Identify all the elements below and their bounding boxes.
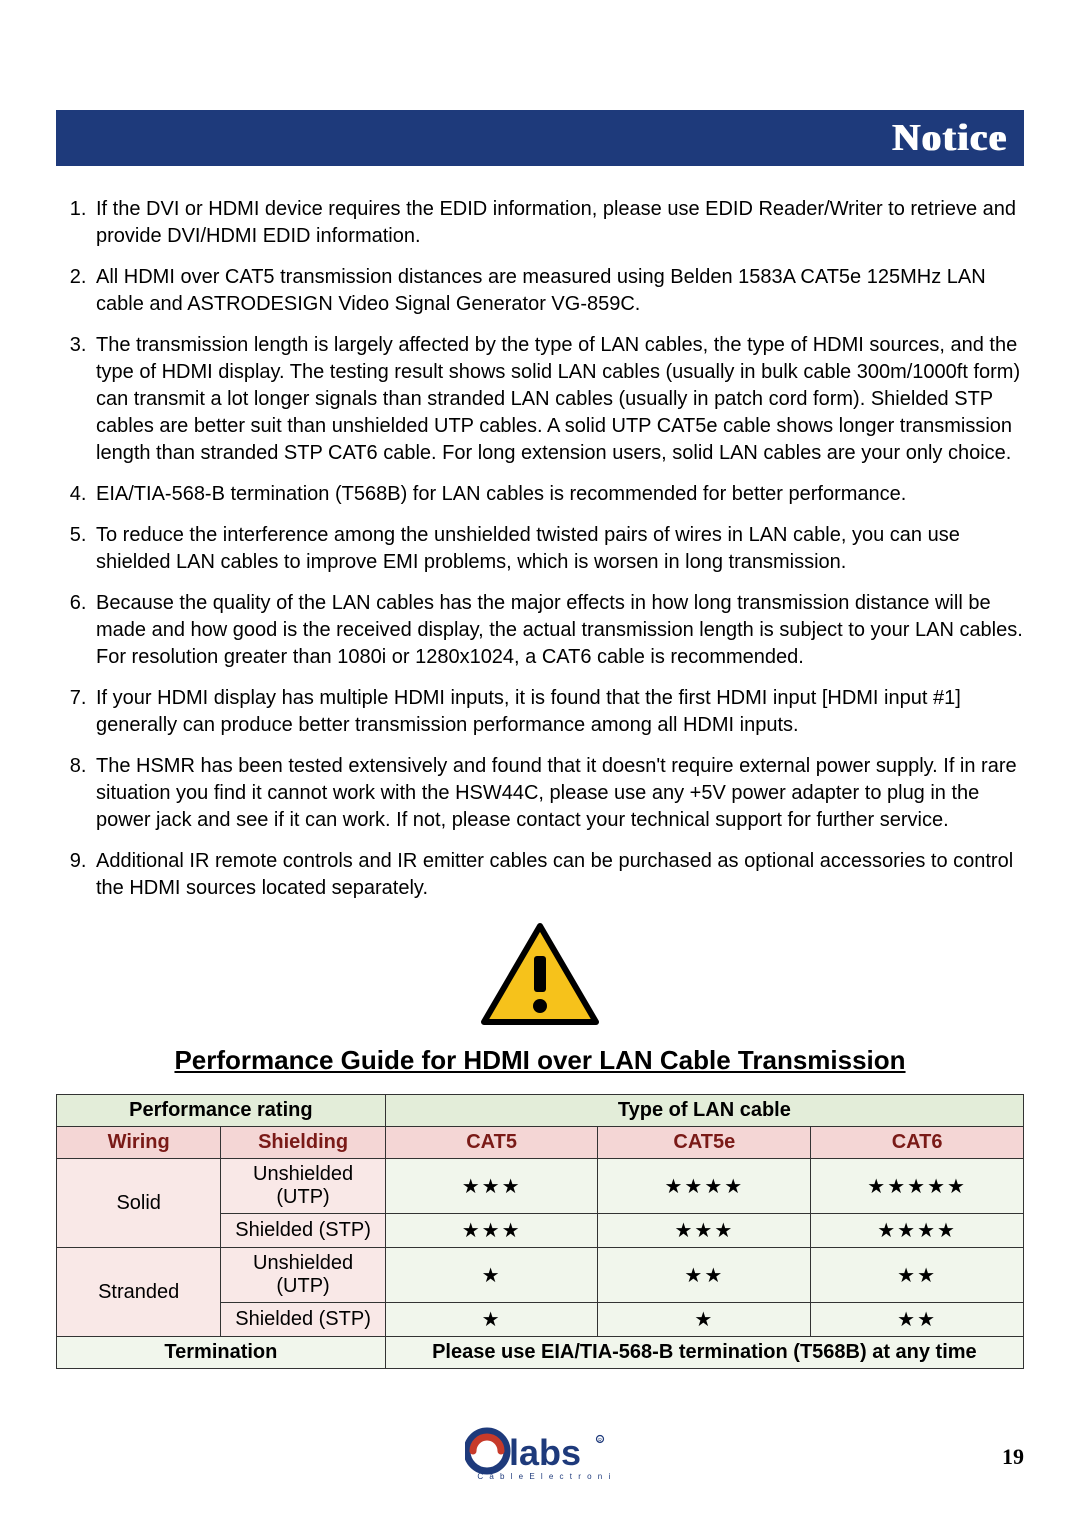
note-item: Additional IR remote controls and IR emi… bbox=[92, 848, 1024, 902]
cell-rating: ★★ bbox=[598, 1248, 811, 1303]
th-performance-rating: Performance rating bbox=[57, 1095, 386, 1127]
th-type-of-cable: Type of LAN cable bbox=[385, 1095, 1023, 1127]
th-cat6: CAT6 bbox=[811, 1127, 1024, 1159]
notice-banner: Notice bbox=[56, 110, 1024, 166]
cell-rating: ★ bbox=[385, 1303, 598, 1337]
cell-wiring-stranded: Stranded bbox=[57, 1248, 221, 1337]
cell-rating: ★★★ bbox=[598, 1214, 811, 1248]
banner-title: Notice bbox=[893, 116, 1008, 160]
elabs-logo: labs R C a b l e E l e c t r o n i c s bbox=[465, 1425, 615, 1488]
term-bold-2: T568B bbox=[800, 1341, 860, 1363]
cell-shielding: Unshielded (UTP) bbox=[221, 1248, 385, 1303]
cell-rating: ★★★ bbox=[385, 1214, 598, 1248]
cell-shielding: Unshielded (UTP) bbox=[221, 1159, 385, 1214]
document-page: Notice If the DVI or HDMI device require… bbox=[0, 0, 1080, 1528]
page-number: 19 bbox=[1002, 1444, 1024, 1470]
performance-title: Performance Guide for HDMI over LAN Cabl… bbox=[56, 1045, 1024, 1076]
note-item: To reduce the interference among the uns… bbox=[92, 522, 1024, 576]
svg-text:C a b l e E l e c t r o n i c: C a b l e E l e c t r o n i c s bbox=[477, 1472, 615, 1481]
table-header-row-2: Wiring Shielding CAT5 CAT5e CAT6 bbox=[57, 1127, 1024, 1159]
svg-text:labs: labs bbox=[509, 1432, 581, 1473]
performance-table: Performance rating Type of LAN cable Wir… bbox=[56, 1094, 1024, 1369]
th-shielding: Shielding bbox=[221, 1127, 385, 1159]
term-mid: termination ( bbox=[673, 1341, 800, 1363]
notes-list: If the DVI or HDMI device requires the E… bbox=[56, 196, 1024, 902]
cell-rating: ★★★★ bbox=[811, 1214, 1024, 1248]
cell-rating: ★★★★★ bbox=[811, 1159, 1024, 1214]
elabs-logo-icon: labs R C a b l e E l e c t r o n i c s bbox=[465, 1425, 615, 1483]
warning-wrap bbox=[56, 922, 1024, 1031]
cell-rating: ★★ bbox=[811, 1248, 1024, 1303]
note-item: If the DVI or HDMI device requires the E… bbox=[92, 196, 1024, 250]
termination-label: Termination bbox=[57, 1337, 386, 1369]
note-item: If your HDMI display has multiple HDMI i… bbox=[92, 685, 1024, 739]
cell-wiring-solid: Solid bbox=[57, 1159, 221, 1248]
cell-rating: ★ bbox=[385, 1248, 598, 1303]
table-header-row-1: Performance rating Type of LAN cable bbox=[57, 1095, 1024, 1127]
cell-shielding: Shielded (STP) bbox=[221, 1303, 385, 1337]
term-suffix: ) at any time bbox=[860, 1341, 977, 1363]
termination-note: Please use EIA/TIA-568-B termination (T5… bbox=[385, 1337, 1023, 1369]
term-bold-1: EIA/TIA-568-B bbox=[541, 1341, 673, 1363]
svg-text:R: R bbox=[598, 1438, 602, 1444]
cell-shielding: Shielded (STP) bbox=[221, 1214, 385, 1248]
termination-row: Termination Please use EIA/TIA-568-B ter… bbox=[57, 1337, 1024, 1369]
note-item: EIA/TIA-568-B termination (T568B) for LA… bbox=[92, 481, 1024, 508]
cell-rating: ★ bbox=[598, 1303, 811, 1337]
term-prefix: Please use bbox=[432, 1341, 541, 1363]
note-item: All HDMI over CAT5 transmission distance… bbox=[92, 264, 1024, 318]
note-item: The transmission length is largely affec… bbox=[92, 332, 1024, 467]
table-row: Solid Unshielded (UTP) ★★★ ★★★★ ★★★★★ bbox=[57, 1159, 1024, 1214]
th-cat5: CAT5 bbox=[385, 1127, 598, 1159]
page-footer: labs R C a b l e E l e c t r o n i c s 1… bbox=[0, 1425, 1080, 1488]
th-cat5e: CAT5e bbox=[598, 1127, 811, 1159]
note-item: Because the quality of the LAN cables ha… bbox=[92, 590, 1024, 671]
cell-rating: ★★ bbox=[811, 1303, 1024, 1337]
warning-icon bbox=[480, 922, 600, 1026]
table-row: Stranded Unshielded (UTP) ★ ★★ ★★ bbox=[57, 1248, 1024, 1303]
note-item: The HSMR has been tested extensively and… bbox=[92, 753, 1024, 834]
th-wiring: Wiring bbox=[57, 1127, 221, 1159]
cell-rating: ★★★ bbox=[385, 1159, 598, 1214]
cell-rating: ★★★★ bbox=[598, 1159, 811, 1214]
